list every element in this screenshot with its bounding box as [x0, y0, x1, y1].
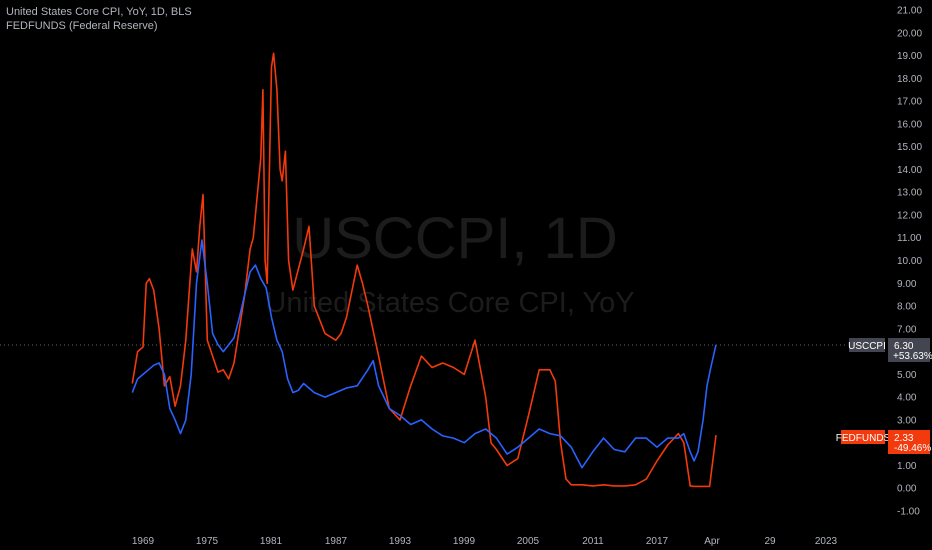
y-tick-label: 9.00 [897, 279, 917, 290]
y-tick-label: 3.00 [897, 415, 917, 426]
x-tick-label: 1975 [196, 536, 219, 547]
y-tick-label: -1.00 [897, 507, 920, 518]
x-tick-label: 2011 [582, 536, 604, 547]
fed-tag-name-box [841, 430, 885, 444]
y-tick-label: 21.00 [897, 6, 922, 17]
watermark-main: USCCPI, 1D [292, 206, 618, 271]
chart-legend: United States Core CPI, YoY, 1D, BLS FED… [6, 5, 192, 33]
y-tick-label: 8.00 [897, 302, 917, 313]
x-tick-label: 1993 [389, 536, 412, 547]
cpi-tag-name-box [849, 338, 885, 352]
y-tick-label: 16.00 [897, 119, 922, 130]
y-tick-label: 17.00 [897, 97, 922, 108]
series-lines [131, 52, 717, 488]
x-tick-label: 29 [764, 536, 776, 547]
y-axis[interactable]: 21.00 20.00 19.00 18.00 17.00 16.00 15.00 14.00… [897, 6, 922, 518]
y-tick-label: 1.00 [897, 461, 917, 472]
cpi-tag-value: 6.30 [894, 341, 914, 352]
watermark: USCCPI, 1D United States Core CPI, YoY [265, 206, 634, 319]
cpi-tag-change: +53.63% [893, 351, 932, 362]
x-tick-label: 1981 [260, 536, 283, 547]
x-tick-label: 2023 [815, 536, 838, 547]
legend-cpi-title[interactable]: United States Core CPI, YoY, 1D, BLS [6, 6, 192, 18]
watermark-sub: United States Core CPI, YoY [265, 287, 634, 319]
y-tick-label: 12.00 [897, 210, 922, 221]
fed-tag-value-box [888, 430, 930, 454]
y-tick-label: 20.00 [897, 28, 922, 39]
cpi-tag-name: USCCPI [848, 341, 886, 352]
fed-tag-name: FEDFUNDS [836, 433, 891, 444]
y-tick-label: 14.00 [897, 165, 922, 176]
y-tick-label: 19.00 [897, 51, 922, 62]
x-tick-label: 1987 [325, 536, 348, 547]
y-tick-label: 10.00 [897, 256, 922, 267]
series-line-usccpi[interactable] [131, 239, 717, 469]
y-tick-label: 7.00 [897, 324, 917, 335]
fed-tag-change: -49.46% [894, 443, 931, 454]
x-tick-label: Apr [704, 536, 720, 547]
fed-tag-value: 2.33 [894, 433, 914, 444]
x-tick-label: 1999 [453, 536, 476, 547]
series-line-fedfunds[interactable] [131, 52, 717, 488]
legend-fed-title[interactable]: FEDFUNDS (Federal Reserve) [6, 20, 158, 32]
y-tick-label: 5.00 [897, 370, 917, 381]
y-tick-label: 11.00 [897, 233, 922, 244]
y-tick-label: 0.00 [897, 484, 917, 495]
x-tick-label: 1969 [132, 536, 155, 547]
x-axis[interactable]: 1969 1975 1981 1987 1993 1999 2005 2011 2017 Apr 2… [132, 536, 838, 547]
y-tick-label: 13.00 [897, 188, 922, 199]
x-tick-label: 2005 [517, 536, 540, 547]
y-tick-label: 18.00 [897, 74, 922, 85]
y-tick-label: 4.00 [897, 393, 917, 404]
price-tags: USCCPI 6.30 +53.63% FEDFUNDS 2.33 -49.46… [836, 338, 932, 454]
cpi-tag-value-box [888, 338, 930, 362]
x-tick-label: 2017 [646, 536, 669, 547]
y-tick-label: 15.00 [897, 142, 922, 153]
